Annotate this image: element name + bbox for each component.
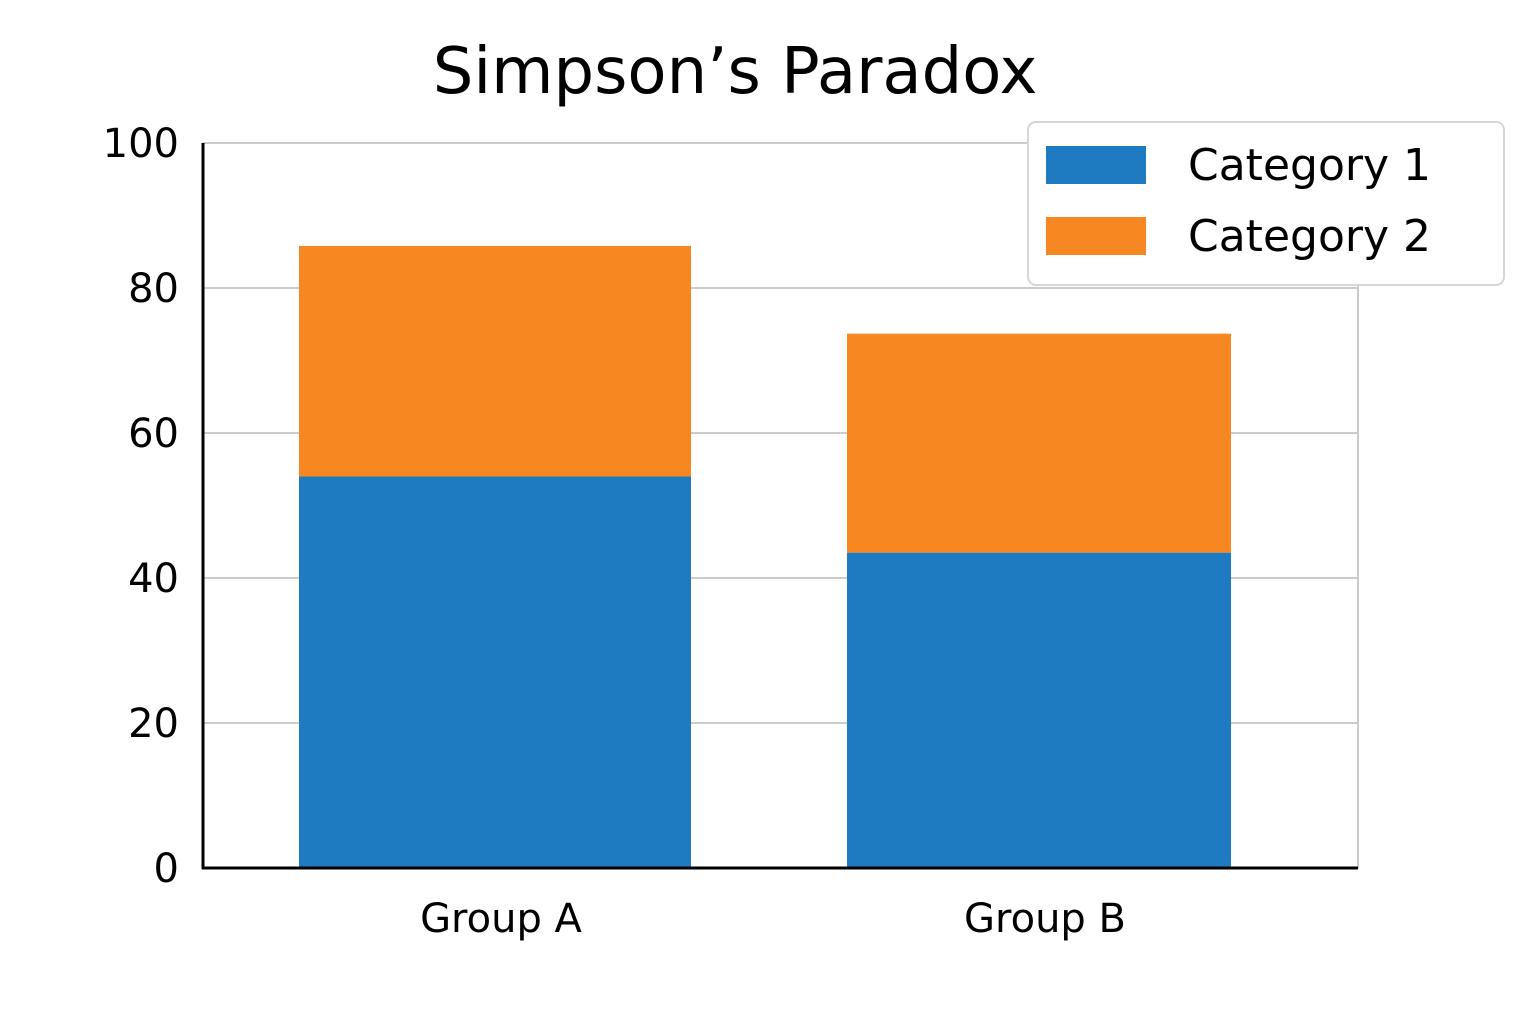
legend-swatch-2 bbox=[1046, 217, 1146, 255]
legend-swatch-1 bbox=[1046, 146, 1146, 184]
y-tick-label-60: 60 bbox=[128, 411, 179, 457]
y-tick-label-80: 80 bbox=[128, 266, 179, 312]
bar-group-a-series-2 bbox=[299, 245, 691, 477]
bars bbox=[299, 245, 1231, 868]
bar-group-a-series-1 bbox=[299, 476, 691, 868]
x-tick-label-2: Group B bbox=[964, 896, 1126, 942]
y-tick-labels: 0 20 40 60 80 100 bbox=[103, 121, 179, 892]
y-tick-label-20: 20 bbox=[128, 701, 179, 747]
legend-label-2: Category 2 bbox=[1188, 211, 1431, 262]
axes bbox=[201, 143, 1358, 870]
legend: Category 1 Category 2 bbox=[1027, 121, 1505, 286]
legend-label-1: Category 1 bbox=[1188, 140, 1431, 191]
chart-title: Simpson’s Paradox bbox=[433, 35, 1038, 109]
legend-box bbox=[1027, 121, 1505, 286]
bar-group-b-series-2 bbox=[847, 333, 1231, 553]
y-tick-label-100: 100 bbox=[103, 121, 179, 167]
bar-group-b-series-1 bbox=[847, 552, 1231, 868]
x-tick-label-1: Group A bbox=[420, 896, 582, 942]
y-tick-label-0: 0 bbox=[154, 846, 179, 892]
y-tick-label-40: 40 bbox=[128, 556, 179, 602]
x-tick-labels: Group A Group B bbox=[420, 896, 1126, 942]
